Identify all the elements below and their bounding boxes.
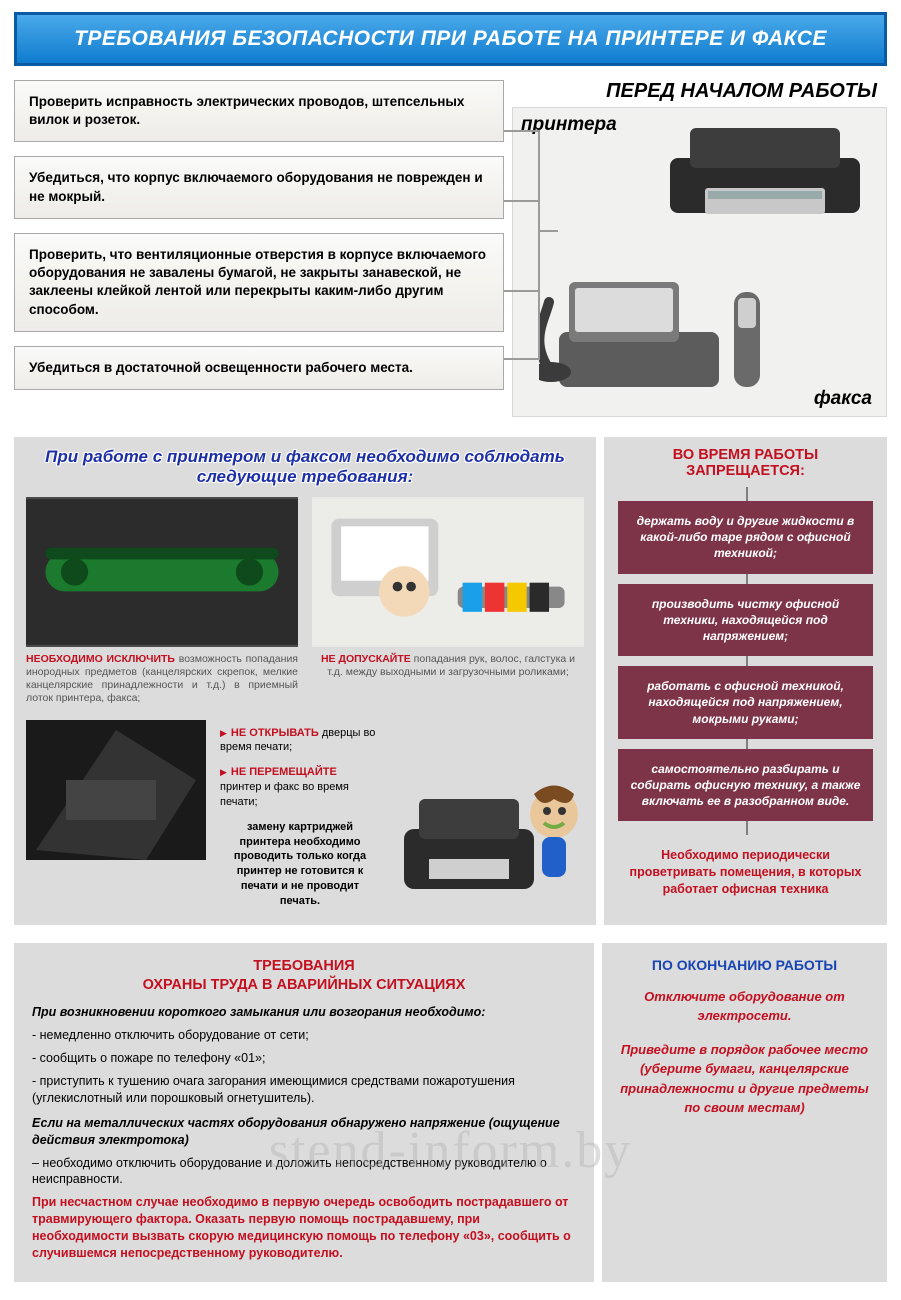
poster-title: ТРЕБОВАНИЯ БЕЗОПАСНОСТИ ПРИ РАБОТЕ НА ПР… xyxy=(14,12,887,66)
after-work-panel: ПО ОКОНЧАНИЮ РАБОТЫ Отключите оборудован… xyxy=(602,943,887,1282)
fax-label: факса xyxy=(814,388,872,410)
caption-right: НЕ ДОПУСКАЙТЕ попадания рук, волос, галс… xyxy=(312,653,584,679)
checklist-item: Проверить, что вентиляционные отверстия … xyxy=(14,233,504,332)
photo-rollers xyxy=(312,497,584,647)
rule-list: НЕ ОТКРЫВАТЬ дверцы во время печати; НЕ П… xyxy=(220,720,380,909)
caption-left: НЕОБХОДИМО ИСКЛЮЧИТЬ возможность попадан… xyxy=(26,653,298,706)
checklist-item: Проверить исправность электрических пров… xyxy=(14,80,504,142)
printer-cartoon-icon xyxy=(394,759,584,909)
emergency-body: При возникновении короткого замыкания ил… xyxy=(32,1004,576,1261)
prohibited-item: работать с офисной техникой, находящейся… xyxy=(618,666,873,739)
rule-item: НЕ ПЕРЕМЕЩАЙТЕ принтер и факс во время п… xyxy=(220,765,380,810)
during-work-section: При работе с принтером и факсом необходи… xyxy=(0,437,901,925)
emergency-panel: ТРЕБОВАНИЯ ОХРАНЫ ТРУДА В АВАРИЙНЫХ СИТУ… xyxy=(14,943,594,1282)
after-work-body: Отключите оборудование от электросети. П… xyxy=(618,987,871,1118)
before-work-right: ПЕРЕД НАЧАЛОМ РАБОТЫ принтера xyxy=(512,80,887,417)
printer-icon xyxy=(660,118,870,228)
prohibited-item: держать воду и другие жидкости в какой-л… xyxy=(618,501,873,574)
fax-icon xyxy=(539,252,779,402)
prohibited-title: ВО ВРЕМЯ РАБОТЫ ЗАПРЕЩАЕТСЯ: xyxy=(618,447,873,479)
cartridge-note: замену картриджей принтера необходимо пр… xyxy=(220,820,380,909)
emergency-item: - сообщить о пожаре по телефону «01»; xyxy=(32,1050,576,1067)
emergency-item: - приступить к тушению очага загорания и… xyxy=(32,1073,576,1107)
emergency-title: ТРЕБОВАНИЯ ОХРАНЫ ТРУДА В АВАРИЙНЫХ СИТУ… xyxy=(32,957,576,995)
prohibited-chain: держать воду и другие жидкости в какой-л… xyxy=(618,487,873,835)
photo-open-printer xyxy=(26,720,206,860)
safety-poster: ТРЕБОВАНИЯ БЕЗОПАСНОСТИ ПРИ РАБОТЕ НА ПР… xyxy=(0,12,901,1300)
brace-connector xyxy=(498,130,558,360)
during-work-title: При работе с принтером и факсом необходи… xyxy=(26,447,584,487)
during-work-left: При работе с принтером и факсом необходи… xyxy=(14,437,596,925)
checklist: Проверить исправность электрических пров… xyxy=(14,80,504,417)
after-work-title: ПО ОКОНЧАНИЮ РАБОТЫ xyxy=(618,957,871,973)
prohibited-item: самостоятельно разбирать и собирать офис… xyxy=(618,749,873,822)
emergency-item: - немедленно отключить оборудование от с… xyxy=(32,1027,576,1044)
before-work-section: Проверить исправность электрических пров… xyxy=(0,80,901,417)
device-panel: принтера факса xyxy=(512,107,887,417)
rule-item: НЕ ОТКРЫВАТЬ дверцы во время печати; xyxy=(220,726,380,756)
photo-cartridge xyxy=(26,497,298,647)
bottom-section: ТРЕБОВАНИЯ ОХРАНЫ ТРУДА В АВАРИЙНЫХ СИТУ… xyxy=(0,943,901,1300)
ventilation-note: Необходимо периодически проветривать пом… xyxy=(618,847,873,898)
before-work-title: ПЕРЕД НАЧАЛОМ РАБОТЫ xyxy=(512,80,887,103)
checklist-item: Убедиться, что корпус включаемого оборуд… xyxy=(14,156,504,218)
prohibited-item: производить чистку офисной техники, нахо… xyxy=(618,584,873,657)
prohibited-panel: ВО ВРЕМЯ РАБОТЫ ЗАПРЕЩАЕТСЯ: держать вод… xyxy=(604,437,887,925)
checklist-item: Убедиться в достаточной освещенности раб… xyxy=(14,346,504,390)
